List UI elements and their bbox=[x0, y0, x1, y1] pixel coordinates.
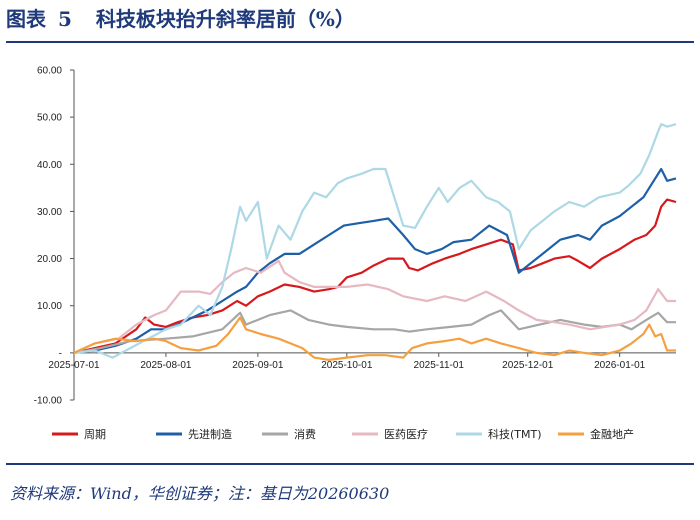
x-tick-label: 2025-10-01 bbox=[321, 360, 373, 371]
series-line-1 bbox=[73, 167, 677, 354]
legend-label: 科技(TMT) bbox=[488, 427, 542, 441]
figure-number: 5 bbox=[58, 7, 72, 31]
legend-label: 金融地产 bbox=[590, 427, 634, 441]
series-line-4 bbox=[73, 123, 677, 359]
legend-label: 周期 bbox=[84, 428, 106, 441]
x-axis: 2025-07-01 2025-08-01 2025-09-01 2025-10-01… bbox=[48, 352, 676, 371]
title-rule bbox=[6, 41, 694, 43]
y-tick-label: -10.00 bbox=[34, 396, 63, 407]
x-tick-label: 2025-07-01 bbox=[48, 360, 100, 371]
source-note: 资料来源：Wind，华创证券；注：基日为20260630 bbox=[10, 484, 390, 503]
y-tick-label: 10.00 bbox=[37, 301, 62, 312]
x-tick-label: 2026-01-01 bbox=[594, 360, 646, 371]
y-tick-label: 50.00 bbox=[37, 113, 62, 124]
series-line-2 bbox=[73, 309, 676, 354]
x-tick-label: 2025-09-01 bbox=[232, 360, 284, 371]
series-line-3 bbox=[73, 259, 676, 354]
series-line-5 bbox=[73, 316, 676, 361]
y-tick-label: - bbox=[59, 348, 62, 359]
x-tick-label: 2025-11-01 bbox=[414, 360, 465, 371]
legend-label: 医药医疗 bbox=[384, 427, 428, 441]
legend-label: 先进制造 bbox=[188, 427, 232, 441]
series-lines bbox=[73, 123, 677, 361]
source-rule bbox=[6, 463, 694, 465]
y-axis: 60.00 50.00 40.00 30.00 20.00 10.00 - -10.00 bbox=[34, 66, 75, 407]
figure-title: 图表 5 科技板块抬升斜率居前（%） bbox=[6, 4, 355, 34]
y-tick-label: 60.00 bbox=[37, 66, 62, 77]
figure-title-text: 科技板块抬升斜率居前（%） bbox=[95, 7, 355, 31]
chart-legend: 周期 先进制造 消费 医药医疗 科技(TMT) 金融地产 bbox=[52, 427, 634, 441]
figure-label: 图表 bbox=[6, 7, 46, 31]
y-tick-label: 20.00 bbox=[37, 254, 62, 265]
y-tick-label: 30.00 bbox=[37, 207, 62, 218]
x-tick-label: 2025-08-01 bbox=[140, 360, 192, 371]
line-chart: 60.00 50.00 40.00 30.00 20.00 10.00 - -10.00 20… bbox=[34, 66, 677, 441]
y-tick-label: 40.00 bbox=[37, 160, 62, 171]
x-tick-label: 2025-12-01 bbox=[502, 360, 554, 371]
legend-label: 消费 bbox=[294, 427, 316, 441]
